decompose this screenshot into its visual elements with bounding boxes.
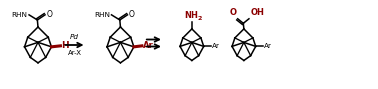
Text: 2: 2 — [197, 16, 202, 21]
Text: RHN: RHN — [12, 12, 28, 18]
Text: H: H — [62, 41, 69, 50]
Text: Ar: Ar — [212, 43, 220, 49]
Text: Ar-X: Ar-X — [67, 50, 81, 56]
Text: RHN: RHN — [94, 12, 110, 18]
Text: Ar: Ar — [143, 41, 153, 50]
Text: Ar: Ar — [264, 43, 272, 49]
Text: O: O — [129, 10, 135, 19]
Text: OH: OH — [251, 8, 264, 17]
Text: Pd: Pd — [70, 34, 79, 40]
Text: O: O — [230, 8, 237, 17]
Text: NH: NH — [184, 11, 198, 20]
Text: O: O — [46, 10, 53, 19]
